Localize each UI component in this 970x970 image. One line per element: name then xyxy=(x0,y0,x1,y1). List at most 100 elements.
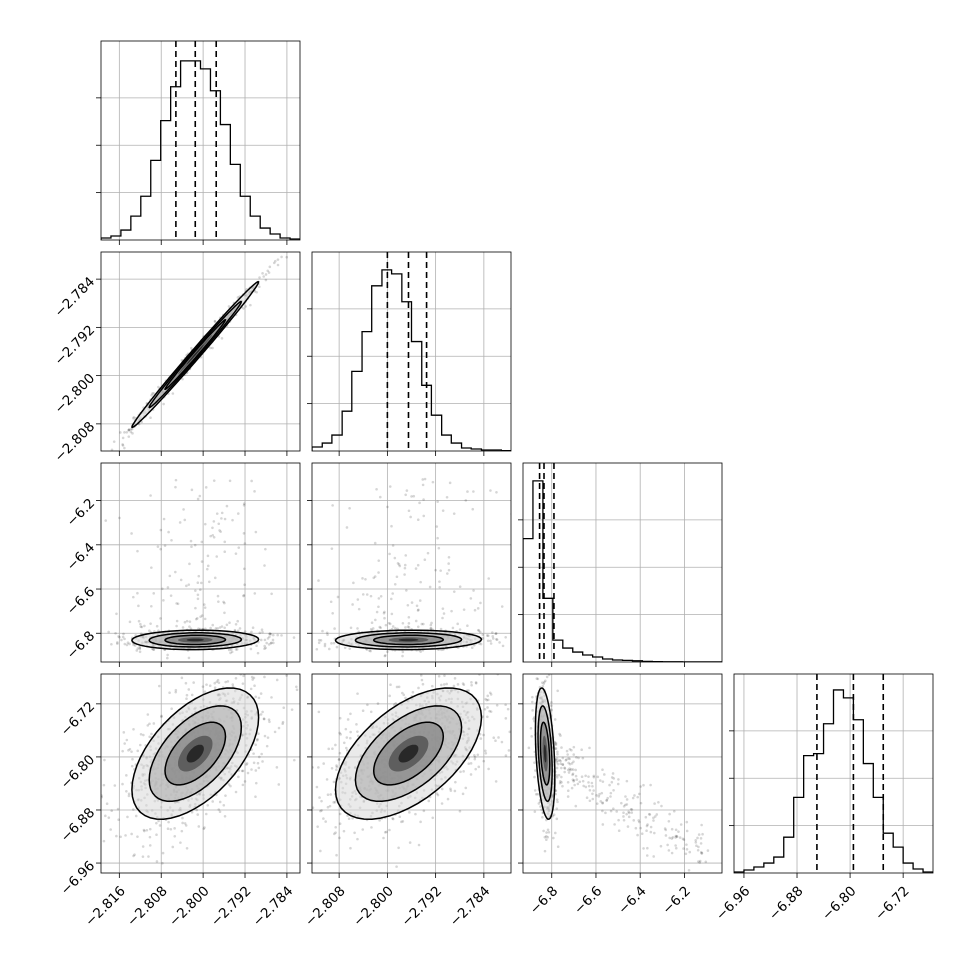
scatter-point xyxy=(682,847,685,850)
histogram-panel-3: −6.96 −6.88 −6.80 −6.72 xyxy=(713,673,934,924)
scatter-point xyxy=(450,609,453,613)
density-contour xyxy=(186,744,204,763)
scatter-point xyxy=(695,844,698,847)
y-tick-label: −2.792 xyxy=(52,322,99,369)
scatter-point xyxy=(241,769,245,773)
scatter-point xyxy=(622,815,625,818)
scatter-point xyxy=(337,758,341,761)
scatter-point xyxy=(664,834,668,837)
scatter-point xyxy=(605,799,608,802)
scatter-point xyxy=(322,762,325,765)
scatter-point xyxy=(392,703,396,706)
scatter-point xyxy=(261,760,264,763)
scatter-point xyxy=(275,766,279,769)
scatter-point xyxy=(481,654,484,657)
scatter-point xyxy=(663,827,667,830)
scatter-point xyxy=(700,851,704,855)
y-tick-label: −6.80 xyxy=(58,752,99,793)
scatter-point xyxy=(245,762,249,765)
scatter-point xyxy=(166,653,169,657)
panel-frame xyxy=(733,673,934,874)
scatter-point xyxy=(427,799,431,803)
scatter-point xyxy=(230,650,234,654)
scatter-point xyxy=(305,633,308,636)
scatter-point xyxy=(559,734,562,737)
scatter-point xyxy=(252,752,255,755)
scatter-point xyxy=(419,650,422,653)
y-tick-label: −6.88 xyxy=(58,805,99,846)
scatter-point xyxy=(323,644,327,648)
scatter-point xyxy=(290,708,294,711)
scatter-point xyxy=(148,722,151,726)
scatter-point xyxy=(148,735,151,739)
scatter-point xyxy=(329,793,333,796)
scatter-point xyxy=(345,749,349,752)
scatter-point xyxy=(133,853,136,857)
scatter-point xyxy=(445,495,449,499)
scatter-point xyxy=(249,647,253,651)
scatter-point xyxy=(430,621,433,625)
scatter-point xyxy=(196,497,200,501)
scatter-point xyxy=(568,747,572,751)
scatter-point xyxy=(638,792,641,796)
scatter-point xyxy=(137,619,141,623)
scatter-point xyxy=(333,832,336,836)
scatter-point xyxy=(238,627,242,630)
scatter-point xyxy=(300,828,303,831)
scatter-point xyxy=(491,631,494,634)
scatter-point xyxy=(407,615,411,619)
panel-frame xyxy=(100,251,301,452)
scatter-point xyxy=(236,619,239,623)
scatter-point xyxy=(438,585,441,589)
scatter-point xyxy=(476,753,480,757)
scatter-point xyxy=(211,526,214,530)
scatter-point xyxy=(601,780,605,783)
scatter-point xyxy=(391,592,395,595)
scatter-point xyxy=(625,812,628,816)
scatter-point xyxy=(132,727,135,731)
scatter-point xyxy=(252,676,256,680)
scatter-point xyxy=(356,627,359,630)
scatter-point xyxy=(107,816,111,819)
scatter-point xyxy=(575,778,579,781)
scatter-point xyxy=(617,829,621,833)
scatter-point xyxy=(134,814,138,818)
scatter-point xyxy=(495,490,498,494)
scatter-point xyxy=(110,642,113,646)
scatter-point xyxy=(119,431,122,434)
scatter-point xyxy=(466,490,469,493)
scatter-point xyxy=(155,860,159,863)
scatter-point xyxy=(646,823,649,826)
scatter-point xyxy=(387,621,391,625)
scatter-point xyxy=(116,642,119,645)
scatter-point xyxy=(129,428,133,431)
scatter-point xyxy=(361,709,365,713)
scatter-point xyxy=(437,674,441,678)
scatter-point xyxy=(146,724,150,727)
scatter-point xyxy=(588,799,592,803)
x-tick-label: −6.6 xyxy=(571,883,605,917)
scatter-point xyxy=(185,697,188,700)
scatter-point xyxy=(231,683,235,686)
scatter-point xyxy=(223,540,227,544)
scatter-point xyxy=(401,820,405,823)
scatter-point xyxy=(554,743,558,747)
scatter-point xyxy=(195,617,199,620)
scatter-point xyxy=(582,784,585,788)
scatter-point xyxy=(202,603,206,606)
y-tick-label: −6.96 xyxy=(58,858,99,899)
scatter-point xyxy=(369,649,372,653)
scatter-point xyxy=(389,597,393,601)
scatter-point xyxy=(262,717,266,721)
scatter-point xyxy=(215,555,219,558)
scatter-point xyxy=(136,591,139,595)
scatter-point xyxy=(323,642,327,646)
scatter-point xyxy=(478,630,482,634)
scatter-point xyxy=(166,656,169,660)
scatter-point xyxy=(482,759,486,763)
scatter-point xyxy=(473,753,476,757)
scatter-point xyxy=(231,518,234,522)
scatter-point xyxy=(497,621,500,624)
scatter-point xyxy=(249,303,252,307)
scatter-point xyxy=(206,564,210,568)
